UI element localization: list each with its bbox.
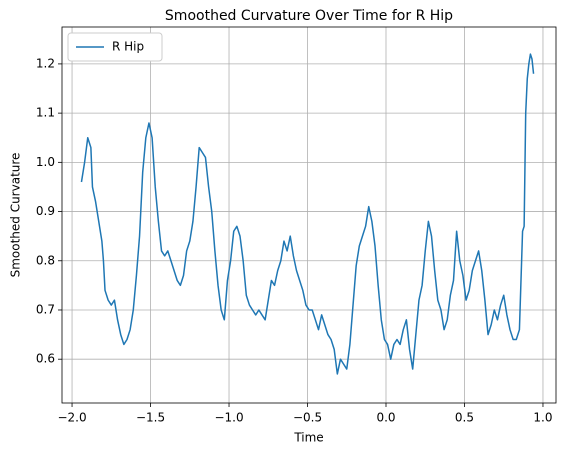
y-tick-label: 1.1 bbox=[36, 106, 55, 120]
y-tick-label: 0.6 bbox=[36, 352, 55, 366]
y-tick-label: 0.9 bbox=[36, 204, 55, 218]
x-tick-label: −2.0 bbox=[57, 411, 86, 425]
x-axis-label: Time bbox=[293, 431, 323, 445]
x-tick-label: 0.0 bbox=[376, 411, 395, 425]
y-tick-label: 0.7 bbox=[36, 302, 55, 316]
x-tick-label: −1.0 bbox=[214, 411, 243, 425]
y-axis-label: Smoothed Curvature bbox=[9, 153, 23, 278]
x-tick-label: 0.5 bbox=[455, 411, 474, 425]
chart-title: Smoothed Curvature Over Time for R Hip bbox=[165, 8, 453, 24]
y-tick-label: 0.8 bbox=[36, 253, 55, 267]
plot-frame bbox=[61, 26, 557, 404]
x-tick-label: −1.5 bbox=[136, 411, 165, 425]
line bbox=[80, 53, 535, 375]
x-tick-label: 1.0 bbox=[533, 411, 552, 425]
legend-label: R Hip bbox=[112, 40, 144, 54]
legend-box bbox=[67, 32, 163, 62]
y-tick-label: 1.2 bbox=[36, 56, 55, 70]
y-tick-label: 1.0 bbox=[36, 155, 55, 169]
x-tick-label: −0.5 bbox=[293, 411, 322, 425]
